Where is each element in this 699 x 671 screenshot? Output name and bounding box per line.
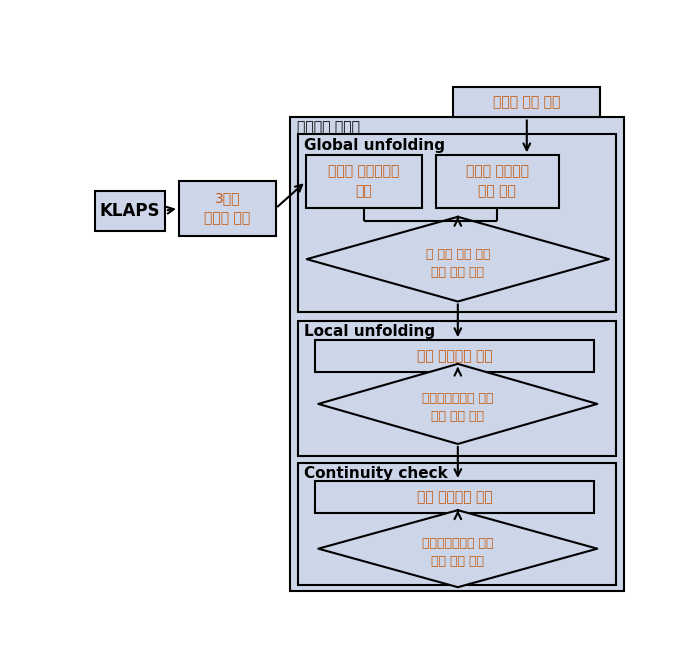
Bar bbox=[315, 340, 594, 372]
Text: KLAPS: KLAPS bbox=[100, 202, 160, 219]
Polygon shape bbox=[318, 364, 598, 444]
Bar bbox=[298, 463, 616, 585]
Bar bbox=[298, 134, 616, 311]
Polygon shape bbox=[307, 217, 609, 301]
Polygon shape bbox=[318, 510, 598, 587]
Text: 3차원
바람장 자료: 3차원 바람장 자료 bbox=[204, 192, 250, 225]
Text: Continuity check: Continuity check bbox=[304, 466, 448, 482]
Bar bbox=[290, 117, 624, 591]
Bar bbox=[95, 191, 165, 231]
Text: 레이더 시선속도로
계산: 레이더 시선속도로 계산 bbox=[329, 164, 400, 198]
Text: 레이더 원시 자료: 레이더 원시 자료 bbox=[493, 95, 561, 109]
Text: 평균시선속도와 비교
접힘 플기 수행: 평균시선속도와 비교 접힘 플기 수행 bbox=[422, 393, 493, 423]
Text: Global unfolding: Global unfolding bbox=[304, 138, 445, 153]
Text: 접힘풀기 시스템: 접힘풀기 시스템 bbox=[296, 121, 359, 134]
Text: Local unfolding: Local unfolding bbox=[304, 324, 435, 339]
Bar bbox=[298, 321, 616, 456]
Text: 두 입력 자료 비교
접힘 플기 수행: 두 입력 자료 비교 접힘 플기 수행 bbox=[426, 248, 490, 278]
Bar bbox=[179, 180, 275, 236]
Text: 평균시선속도와 비교
접힘 플기 수행: 평균시선속도와 비교 접힘 플기 수행 bbox=[422, 537, 493, 568]
Text: 평균 시선속도 산출: 평균 시선속도 산출 bbox=[417, 490, 493, 504]
Bar bbox=[315, 481, 594, 513]
Bar bbox=[453, 87, 600, 117]
Bar bbox=[436, 155, 559, 207]
Text: 평균 시선속도 산출: 평균 시선속도 산출 bbox=[417, 349, 493, 363]
Text: 레이더 시선속도
자료 입력: 레이더 시선속도 자료 입력 bbox=[466, 164, 529, 198]
Bar bbox=[306, 155, 422, 207]
